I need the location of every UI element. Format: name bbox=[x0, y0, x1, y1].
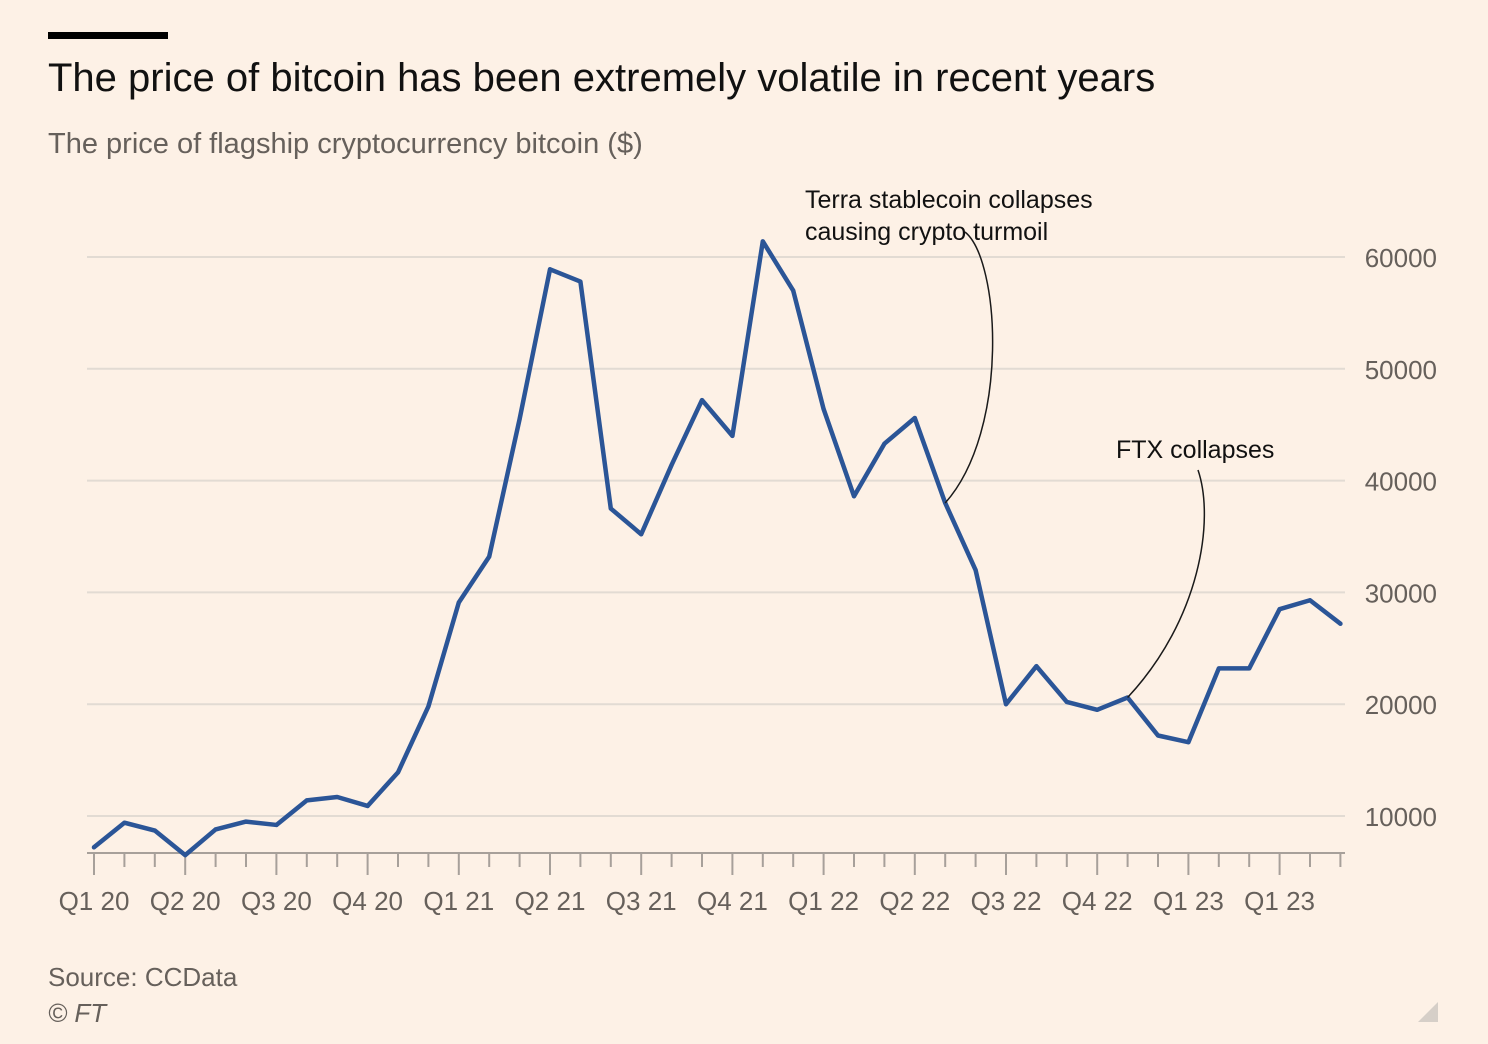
chart-subtitle: The price of flagship cryptocurrency bit… bbox=[48, 128, 643, 160]
x-axis: Q1 20 Q2 20 Q3 20 Q4 20 Q1 21 Q2 21 Q3 21 Q4 21… bbox=[59, 852, 1345, 916]
data-point-9 bbox=[365, 803, 370, 808]
y-tick-label: 60000 bbox=[1365, 243, 1437, 273]
y-tick-label: 20000 bbox=[1365, 690, 1437, 720]
annotation-connector bbox=[1127, 469, 1206, 699]
gridlines bbox=[87, 256, 1345, 817]
data-point-8 bbox=[335, 794, 340, 799]
x-tick-label: Q2 20 bbox=[150, 886, 221, 916]
y-tick-label: 30000 bbox=[1365, 578, 1437, 608]
source-note: Source: CCData bbox=[48, 962, 238, 992]
chart-title: The price of bitcoin has been extremely … bbox=[48, 56, 1156, 100]
annotation-connector bbox=[944, 231, 994, 504]
header-rule bbox=[48, 32, 168, 39]
data-point-22 bbox=[760, 239, 765, 244]
x-tick-label: Q4 22 bbox=[1062, 886, 1133, 916]
x-tick-label: Q3 22 bbox=[971, 886, 1042, 916]
x-tick-label: Q1 22 bbox=[788, 886, 859, 916]
data-point-23 bbox=[791, 288, 796, 293]
data-point-18 bbox=[639, 532, 644, 537]
data-point-25 bbox=[852, 494, 856, 499]
x-tick-label: Q2 22 bbox=[879, 886, 950, 916]
data-point-10 bbox=[396, 770, 400, 775]
x-tick-label: Q1 23 bbox=[1153, 886, 1224, 916]
data-point-33 bbox=[1095, 707, 1100, 712]
data-point-5 bbox=[244, 819, 248, 824]
data-point-11 bbox=[426, 704, 431, 709]
data-point-29 bbox=[973, 568, 978, 573]
data-point-39 bbox=[1277, 607, 1282, 612]
copyright-credit: © FT bbox=[48, 998, 107, 1028]
x-tick-label: Q3 21 bbox=[606, 886, 677, 916]
annotation-label: Terra stablecoin collapses bbox=[805, 186, 1093, 214]
x-tick-label: Q1 20 bbox=[59, 886, 130, 916]
data-point-14 bbox=[517, 417, 522, 422]
data-point-40 bbox=[1308, 598, 1312, 603]
data-point-20 bbox=[700, 398, 704, 403]
x-tick-label: Q1 23 bbox=[1244, 886, 1315, 916]
x-tick-label: Q4 20 bbox=[332, 886, 403, 916]
annotations: Terra stablecoin collapses causing crypto… bbox=[805, 186, 1274, 699]
data-point-13 bbox=[487, 554, 492, 559]
y-tick-label: 50000 bbox=[1365, 355, 1437, 385]
data-point-21 bbox=[730, 433, 735, 438]
data-point-17 bbox=[608, 506, 613, 511]
data-point-1 bbox=[122, 820, 127, 825]
bitcoin-price-line bbox=[91, 239, 1343, 858]
x-tick-label: Q3 20 bbox=[241, 886, 312, 916]
annotation-label: causing crypto turmoil bbox=[805, 218, 1048, 246]
resize-handle[interactable] bbox=[1418, 1002, 1438, 1022]
series-layer bbox=[91, 239, 1343, 858]
data-point-19 bbox=[669, 462, 674, 467]
data-point-37 bbox=[1216, 666, 1221, 671]
data-point-0 bbox=[92, 845, 96, 850]
data-point-16 bbox=[578, 279, 583, 284]
data-point-38 bbox=[1247, 666, 1252, 671]
data-point-30 bbox=[1004, 702, 1008, 707]
x-tick-label: Q2 21 bbox=[515, 886, 586, 916]
data-point-7 bbox=[304, 798, 309, 803]
data-point-31 bbox=[1034, 664, 1039, 669]
data-point-6 bbox=[274, 822, 279, 827]
data-point-4 bbox=[213, 827, 218, 832]
y-axis: 10000 20000 30000 40000 50000 60000 bbox=[1365, 243, 1437, 832]
data-point-41 bbox=[1338, 621, 1343, 626]
data-point-35 bbox=[1156, 733, 1160, 738]
data-point-27 bbox=[912, 415, 917, 420]
annotation-label: FTX collapses bbox=[1116, 436, 1274, 464]
data-point-26 bbox=[882, 441, 887, 446]
y-tick-label: 40000 bbox=[1365, 467, 1437, 497]
data-point-15 bbox=[548, 267, 552, 272]
x-tick-label: Q4 21 bbox=[697, 886, 768, 916]
x-tick-label: Q1 21 bbox=[423, 886, 494, 916]
data-point-24 bbox=[821, 407, 826, 412]
data-point-36 bbox=[1186, 740, 1191, 745]
data-point-12 bbox=[456, 600, 461, 605]
data-point-2 bbox=[152, 828, 157, 833]
data-point-3 bbox=[183, 853, 188, 858]
data-point-32 bbox=[1064, 699, 1069, 704]
y-tick-label: 10000 bbox=[1365, 802, 1437, 832]
